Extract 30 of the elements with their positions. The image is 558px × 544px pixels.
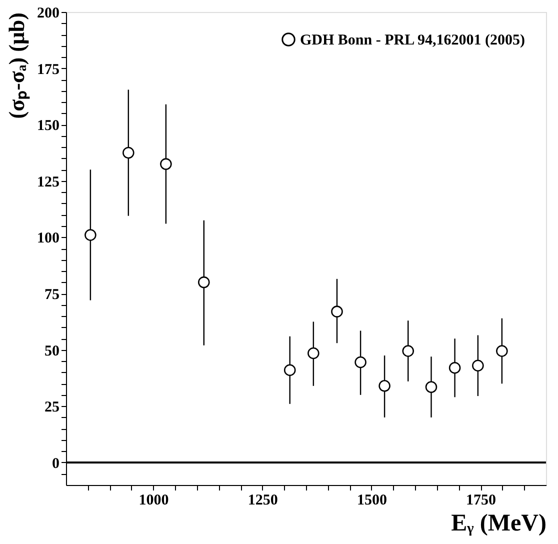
- y-tick-label: 200: [37, 6, 60, 22]
- point: [331, 306, 343, 318]
- point: [122, 146, 134, 159]
- x-tick-label: 1250: [248, 492, 278, 508]
- y-tick-label: 0: [52, 456, 60, 472]
- x-tick-label: 1000: [138, 492, 169, 508]
- point: [354, 356, 366, 368]
- x-axis-title: Eᵧ (MeV): [451, 510, 546, 536]
- point: [160, 158, 172, 170]
- point: [425, 381, 438, 393]
- point: [198, 276, 210, 288]
- y-tick-label: 50: [44, 343, 60, 360]
- point: [402, 345, 414, 357]
- y-tick-label: 25: [44, 400, 60, 416]
- x-tick-label: 1750: [466, 492, 496, 508]
- y-tick-label: 75: [44, 287, 60, 304]
- point: [308, 347, 320, 360]
- y-axis-title: (σₚ-σₐ) (μb): [4, 12, 30, 119]
- point: [378, 380, 390, 392]
- point: [84, 229, 96, 241]
- y-tick-label: 175: [37, 62, 60, 78]
- x-tick-label: 1500: [356, 492, 387, 508]
- y-tick-label: 150: [37, 118, 60, 134]
- legend-label: GDH Bonn - PRL 94,162001 (2005): [300, 32, 526, 48]
- y-tick-label: 100: [37, 230, 60, 247]
- y-tick-label: 125: [37, 174, 60, 190]
- point: [496, 345, 508, 357]
- point: [448, 362, 461, 374]
- point: [472, 360, 484, 372]
- point: [284, 364, 296, 376]
